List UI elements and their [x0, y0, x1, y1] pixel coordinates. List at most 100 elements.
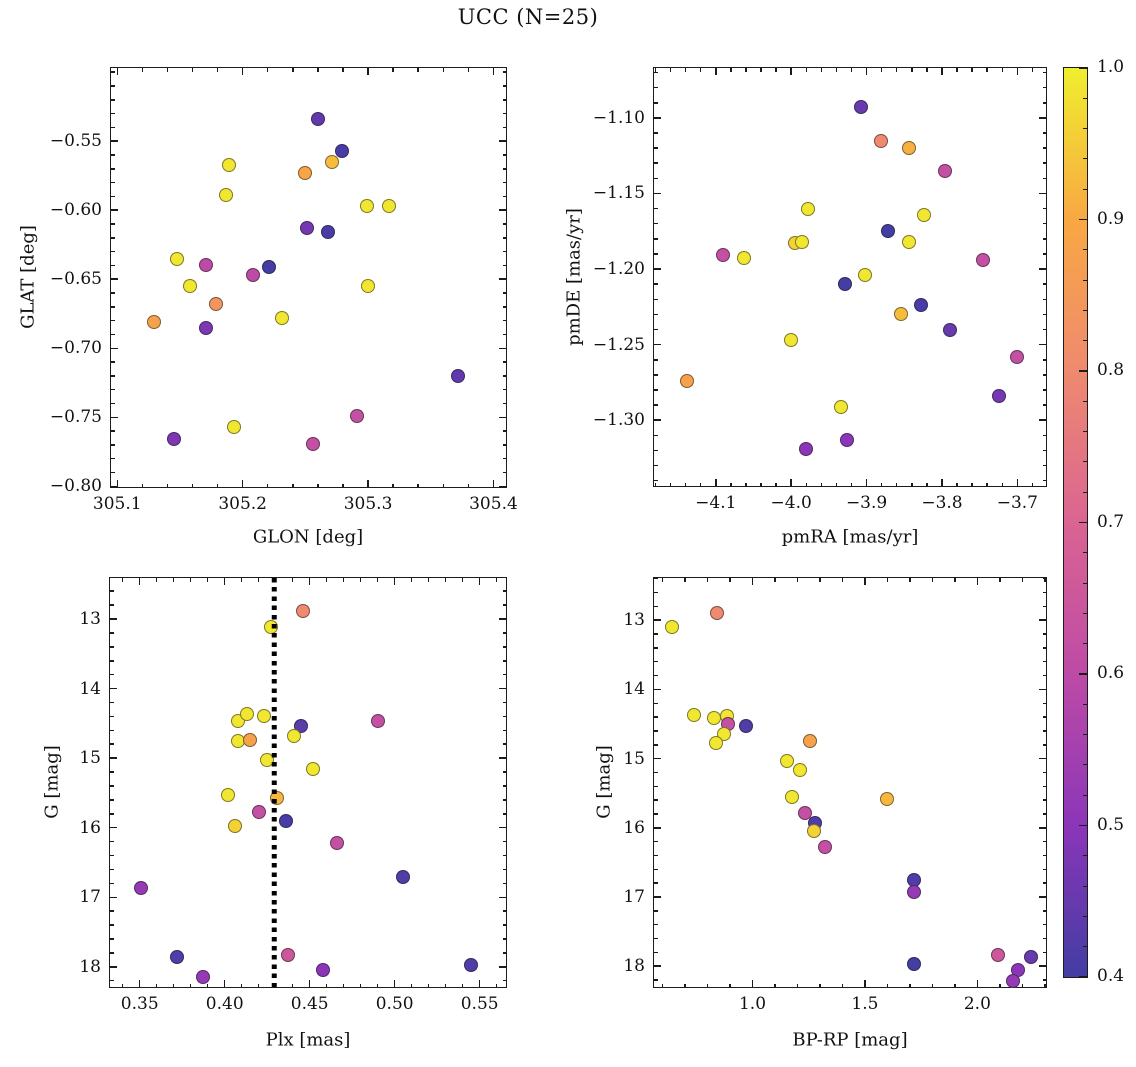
axis-tick [502, 471, 506, 474]
data-point [1024, 950, 1039, 965]
colorbar-minor-tick [1083, 309, 1087, 311]
axis-tick [805, 482, 808, 486]
xaxis-label-pmra: pmRA [mas/yr] [781, 526, 919, 548]
axis-tick [819, 983, 821, 987]
colorbar-tick [1079, 67, 1087, 69]
y-tick-label: 18 [79, 956, 101, 977]
axis-tick [110, 813, 114, 815]
data-point [709, 735, 724, 750]
colorbar-minor-tick [1083, 97, 1087, 99]
data-point [798, 806, 813, 821]
colorbar-minor-tick [1083, 279, 1087, 281]
axis-tick [1039, 688, 1046, 691]
x-tick-label: −3.7 [996, 493, 1038, 513]
axis-tick [172, 983, 175, 987]
axis-tick [502, 181, 506, 184]
axis-tick [502, 701, 506, 704]
colorbar-minor-tick [1083, 734, 1087, 736]
axis-tick [111, 319, 115, 322]
y-tick-label: 15 [79, 748, 101, 769]
data-point [715, 248, 730, 263]
data-point [170, 251, 185, 266]
y-tick-label: 14 [79, 678, 101, 699]
axis-tick [206, 578, 209, 582]
axis-tick [1042, 868, 1046, 871]
data-point [359, 199, 374, 214]
axis-tick [850, 68, 853, 72]
axis-tick [1042, 647, 1046, 649]
data-point [183, 279, 197, 294]
data-point [803, 734, 818, 749]
axis-tick [654, 951, 658, 954]
data-point [199, 258, 214, 273]
colorbar-tick [1079, 824, 1087, 827]
axis-tick [110, 771, 114, 773]
axis-tick [266, 483, 269, 487]
x-tick-label: 305.1 [92, 494, 142, 514]
axis-tick [941, 479, 943, 486]
axis-tick [502, 168, 506, 170]
axis-tick [941, 68, 943, 75]
axis-tick [502, 361, 506, 363]
y-tick-label: −1.20 [592, 259, 645, 280]
x-tick-label: 1.5 [851, 994, 879, 1014]
data-point [329, 836, 344, 850]
axis-tick [1042, 328, 1046, 331]
panel-glon-glat: 305.1 305.2 305.3 305.4 −0.55 −0.60 −0.65 −0.70… [50, 67, 518, 514]
y-tick-label: 17 [623, 887, 645, 908]
axis-tick [502, 112, 506, 115]
axis-tick [499, 278, 506, 280]
axis-tick [502, 771, 506, 773]
axis-tick [257, 983, 260, 987]
data-point [784, 333, 799, 348]
y-tick-label: 15 [623, 748, 645, 769]
colorbar-minor-tick [1083, 643, 1087, 645]
axis-tick [367, 480, 369, 487]
axis-tick [954, 983, 956, 987]
axis-tick [461, 578, 464, 582]
colorbar-tick [1079, 521, 1087, 524]
axis-tick [971, 68, 973, 72]
x-tick-label: 305.3 [343, 494, 393, 514]
data-point [1010, 349, 1025, 364]
axis-tick [111, 85, 115, 87]
colorbar-minor-tick [1083, 764, 1087, 766]
axis-tick [1039, 192, 1046, 195]
axis-tick [909, 578, 911, 582]
axis-tick [110, 868, 114, 871]
axis-tick [110, 673, 114, 676]
axis-tick [654, 771, 658, 774]
axis-tick [442, 68, 445, 72]
axis-tick [502, 979, 506, 982]
axis-tick [206, 983, 209, 987]
axis-tick [359, 983, 362, 987]
axis-tick [1039, 117, 1046, 119]
axis-tick [654, 86, 658, 89]
axis-tick [502, 223, 506, 225]
axis-tick [111, 250, 115, 253]
axis-tick [819, 578, 821, 582]
axis-tick [820, 68, 823, 72]
axis-tick [1016, 68, 1019, 75]
data-point [738, 719, 753, 734]
x-tick-label: 305.4 [469, 494, 518, 514]
data-point [299, 221, 314, 236]
colorbar-minor-tick [1083, 158, 1087, 160]
data-point [219, 188, 234, 202]
axis-tick [110, 938, 114, 940]
axis-tick [191, 483, 194, 487]
axis-tick [342, 68, 344, 72]
axis-tick [502, 938, 506, 940]
data-point [382, 199, 397, 214]
axis-tick [110, 646, 114, 648]
axis-tick [502, 306, 506, 308]
y-tick-label: −1.10 [592, 107, 645, 128]
axis-tick [111, 347, 118, 349]
axis-tick [502, 333, 506, 336]
y-tick-label: 16 [79, 817, 101, 838]
axis-tick [976, 980, 979, 987]
data-point [839, 432, 854, 447]
axis-tick [499, 485, 506, 488]
y-tick-label: −1.30 [592, 410, 645, 431]
data-point [226, 419, 241, 434]
